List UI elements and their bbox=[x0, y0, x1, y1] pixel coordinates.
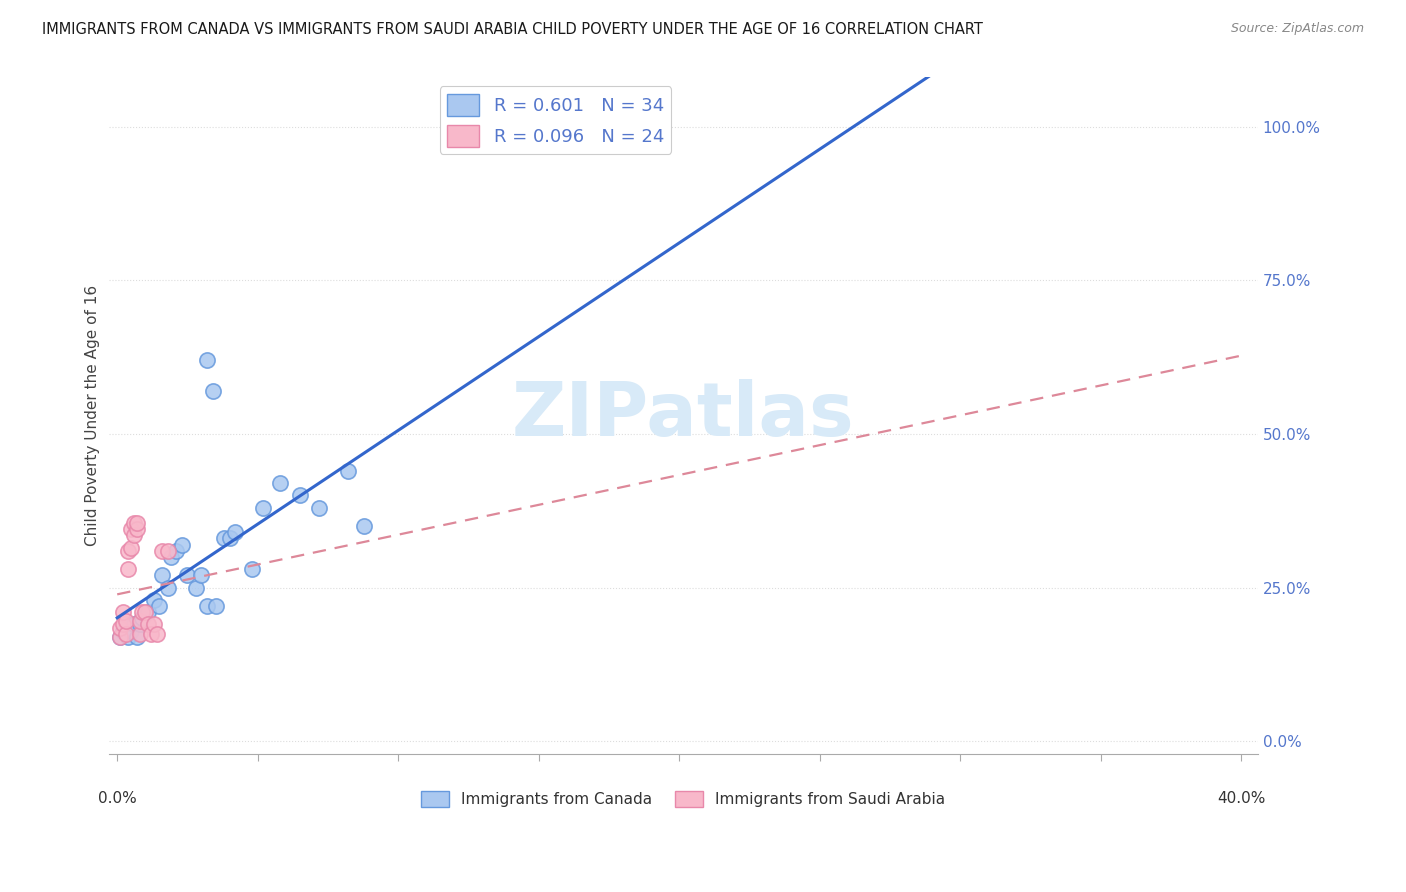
Point bbox=[125, 516, 148, 530]
Point bbox=[224, 525, 246, 540]
Point bbox=[176, 568, 198, 582]
Text: IMMIGRANTS FROM CANADA VS IMMIGRANTS FROM SAUDI ARABIA CHILD POVERTY UNDER THE A: IMMIGRANTS FROM CANADA VS IMMIGRANTS FRO… bbox=[42, 22, 983, 37]
Point bbox=[139, 626, 162, 640]
Point bbox=[117, 543, 139, 558]
Point bbox=[120, 522, 142, 536]
Text: 40.0%: 40.0% bbox=[1216, 790, 1265, 805]
Point bbox=[125, 630, 148, 644]
Y-axis label: Child Poverty Under the Age of 16: Child Poverty Under the Age of 16 bbox=[86, 285, 100, 546]
Point bbox=[122, 528, 145, 542]
Point bbox=[114, 617, 136, 632]
Point bbox=[111, 624, 134, 638]
Point bbox=[269, 476, 291, 491]
Point bbox=[170, 537, 193, 551]
Point bbox=[120, 541, 142, 555]
Point bbox=[108, 630, 131, 644]
Point bbox=[128, 626, 150, 640]
Point bbox=[353, 519, 375, 533]
Point bbox=[111, 605, 134, 619]
Point bbox=[142, 592, 165, 607]
Point bbox=[212, 532, 235, 546]
Point bbox=[150, 568, 173, 582]
Point bbox=[156, 581, 179, 595]
Point bbox=[111, 617, 134, 632]
Text: Source: ZipAtlas.com: Source: ZipAtlas.com bbox=[1230, 22, 1364, 36]
Point bbox=[142, 617, 165, 632]
Point bbox=[190, 568, 212, 582]
Point bbox=[108, 630, 131, 644]
Point bbox=[114, 626, 136, 640]
Legend: Immigrants from Canada, Immigrants from Saudi Arabia: Immigrants from Canada, Immigrants from … bbox=[415, 785, 952, 814]
Point bbox=[131, 611, 153, 625]
Point bbox=[165, 543, 187, 558]
Point bbox=[218, 532, 240, 546]
Point bbox=[148, 599, 170, 613]
Point bbox=[184, 581, 207, 595]
Point bbox=[117, 562, 139, 576]
Point bbox=[201, 384, 224, 398]
Point bbox=[150, 543, 173, 558]
Point bbox=[252, 500, 274, 515]
Point bbox=[204, 599, 226, 613]
Point bbox=[195, 599, 218, 613]
Point bbox=[145, 626, 167, 640]
Point bbox=[336, 464, 359, 478]
Point bbox=[128, 617, 150, 632]
Point bbox=[131, 605, 153, 619]
Point bbox=[120, 624, 142, 638]
Text: ZIPatlas: ZIPatlas bbox=[512, 379, 855, 452]
Point bbox=[136, 605, 159, 619]
Point bbox=[240, 562, 263, 576]
Point bbox=[136, 617, 159, 632]
Text: 0.0%: 0.0% bbox=[98, 790, 136, 805]
Point bbox=[108, 620, 131, 634]
Point bbox=[122, 516, 145, 530]
Point bbox=[128, 615, 150, 629]
Point bbox=[308, 500, 330, 515]
Point bbox=[125, 522, 148, 536]
Point bbox=[114, 615, 136, 629]
Point bbox=[117, 630, 139, 644]
Point bbox=[156, 543, 179, 558]
Point bbox=[195, 353, 218, 368]
Point bbox=[122, 617, 145, 632]
Point bbox=[288, 488, 311, 502]
Point bbox=[159, 549, 181, 564]
Point bbox=[134, 605, 156, 619]
